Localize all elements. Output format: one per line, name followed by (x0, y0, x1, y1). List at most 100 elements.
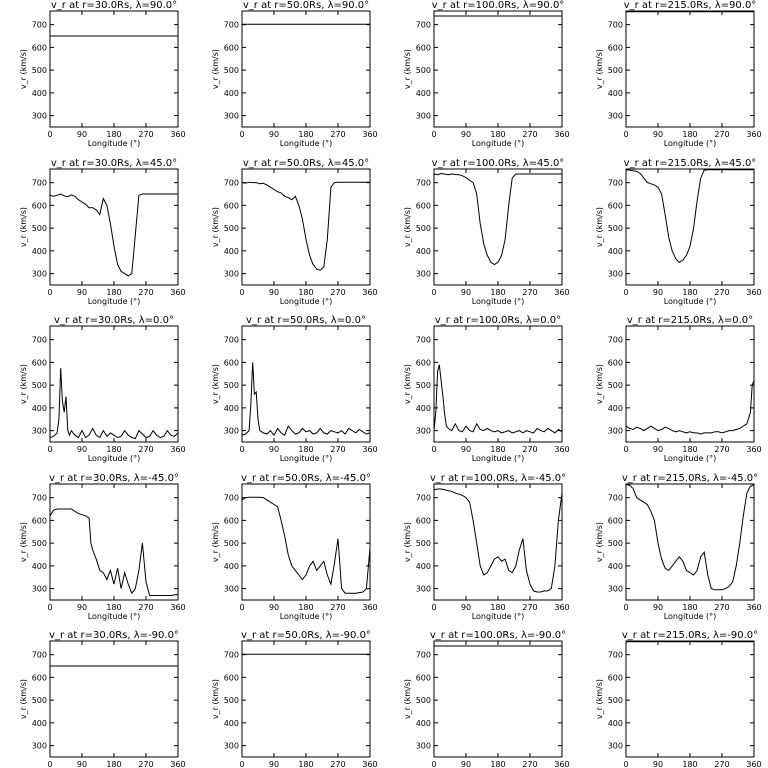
y-tick-label: 700 (224, 179, 239, 188)
plot-frame (241, 640, 371, 758)
y-tick-label: 500 (608, 696, 623, 705)
panel-title: v_r at r=50.0Rs, λ=-45.0° (241, 473, 371, 484)
x-tick-label: 0 (239, 445, 244, 454)
x-tick-label: 0 (47, 760, 52, 768)
x-tick-label: 90 (269, 445, 279, 454)
y-axis-label: v_r (km/s) (595, 207, 604, 247)
x-tick-label: 0 (47, 445, 52, 454)
panel-8: v_r at r=30.0Rs, λ=0.0° 0 90 180 270 360 300 40… (19, 315, 186, 463)
plot-frame (625, 168, 755, 286)
y-axis-label: v_r (km/s) (211, 364, 220, 404)
plot-frame (433, 483, 563, 601)
panel-9: v_r at r=50.0Rs, λ=0.0° 0 90 180 270 360 300 40… (211, 315, 378, 463)
y-tick-label: 700 (608, 336, 623, 345)
y-tick-label: 500 (224, 66, 239, 75)
y-axis-label: v_r (km/s) (19, 364, 28, 404)
panel-18: v_r at r=100.0Rs, λ=-90.0° 0 90 180 270 360 30… (403, 630, 570, 768)
y-tick-label: 300 (32, 585, 47, 594)
y-tick-label: 300 (224, 270, 239, 279)
y-tick-label: 600 (416, 43, 431, 52)
panel-title: v_r at r=50.0Rs, λ=-90.0° (241, 630, 371, 641)
x-tick-label: 360 (170, 130, 185, 139)
x-axis-label: Longitude (°) (280, 454, 333, 463)
series-line (434, 488, 562, 593)
y-tick-label: 600 (32, 673, 47, 682)
x-axis-label: Longitude (°) (472, 454, 525, 463)
x-tick-label: 270 (138, 130, 153, 139)
panel-0: v_r at r=30.0Rs, λ=90.0° 0 90 180 270 360 300 4… (19, 0, 186, 148)
y-tick-label: 700 (32, 336, 47, 345)
y-tick-label: 600 (224, 516, 239, 525)
x-tick-label: 360 (554, 760, 569, 768)
y-tick-label: 300 (224, 112, 239, 121)
y-tick-label: 400 (608, 89, 623, 98)
y-tick-label: 300 (608, 742, 623, 751)
x-axis-label: Longitude (°) (88, 139, 141, 148)
y-tick-label: 400 (608, 404, 623, 413)
y-tick-label: 700 (608, 651, 623, 660)
x-tick-label: 360 (746, 130, 761, 139)
y-tick-label: 400 (608, 247, 623, 256)
x-tick-label: 90 (461, 130, 471, 139)
y-tick-label: 500 (32, 381, 47, 390)
y-tick-label: 700 (416, 651, 431, 660)
x-tick-label: 360 (170, 603, 185, 612)
x-tick-label: 0 (431, 603, 436, 612)
y-tick-label: 400 (32, 247, 47, 256)
y-tick-label: 500 (608, 539, 623, 548)
x-tick-label: 180 (298, 288, 313, 297)
panel-17: v_r at r=50.0Rs, λ=-90.0° 0 90 180 270 360 300… (211, 630, 378, 768)
x-tick-label: 90 (77, 603, 87, 612)
y-tick-label: 500 (608, 224, 623, 233)
plot-frame (241, 10, 371, 128)
y-tick-label: 300 (224, 585, 239, 594)
x-tick-label: 270 (330, 130, 345, 139)
y-tick-label: 700 (224, 336, 239, 345)
panel-19: v_r at r=215.0Rs, λ=-90.0° 0 90 180 270 360 30… (595, 630, 762, 768)
y-tick-label: 400 (416, 89, 431, 98)
x-tick-label: 180 (490, 445, 505, 454)
y-axis-label: v_r (km/s) (19, 522, 28, 562)
panel-6: v_r at r=100.0Rs, λ=45.0° 0 90 180 270 360 300… (403, 158, 570, 306)
x-tick-label: 360 (554, 603, 569, 612)
x-tick-label: 360 (554, 130, 569, 139)
x-axis-label: Longitude (°) (280, 297, 333, 306)
plot-frame (625, 10, 755, 128)
y-tick-label: 300 (608, 427, 623, 436)
y-tick-label: 400 (32, 404, 47, 413)
y-tick-label: 700 (416, 336, 431, 345)
panel-5: v_r at r=50.0Rs, λ=45.0° 0 90 180 270 360 300 4… (211, 158, 378, 306)
y-tick-label: 400 (32, 719, 47, 728)
y-tick-label: 700 (416, 179, 431, 188)
plot-frame (49, 325, 179, 443)
x-axis-label: Longitude (°) (280, 139, 333, 148)
y-tick-label: 300 (608, 585, 623, 594)
panel-title: v_r at r=100.0Rs, λ=0.0° (435, 315, 561, 326)
y-tick-label: 700 (224, 21, 239, 30)
y-tick-label: 300 (32, 427, 47, 436)
series-line (242, 181, 370, 271)
series-line (50, 508, 178, 596)
x-tick-label: 180 (106, 288, 121, 297)
x-tick-label: 270 (138, 445, 153, 454)
y-tick-label: 500 (32, 696, 47, 705)
panel-title: v_r at r=215.0Rs, λ=-45.0° (622, 473, 758, 484)
x-tick-label: 270 (138, 760, 153, 768)
y-tick-label: 300 (224, 427, 239, 436)
x-tick-label: 0 (623, 288, 628, 297)
panel-title: v_r at r=100.0Rs, λ=90.0° (432, 0, 565, 11)
x-tick-label: 360 (170, 288, 185, 297)
y-tick-label: 500 (416, 539, 431, 548)
y-tick-label: 400 (224, 562, 239, 571)
series-line (50, 193, 178, 277)
x-tick-label: 270 (330, 760, 345, 768)
x-axis-label: Longitude (°) (664, 139, 717, 148)
x-axis-label: Longitude (°) (472, 139, 525, 148)
x-tick-label: 90 (77, 288, 87, 297)
x-tick-label: 270 (330, 603, 345, 612)
x-tick-label: 0 (431, 288, 436, 297)
y-tick-label: 700 (32, 179, 47, 188)
x-tick-label: 360 (746, 445, 761, 454)
panel-title: v_r at r=215.0Rs, λ=0.0° (627, 315, 753, 326)
panel-7: v_r at r=215.0Rs, λ=45.0° 0 90 180 270 360 300… (595, 158, 762, 306)
